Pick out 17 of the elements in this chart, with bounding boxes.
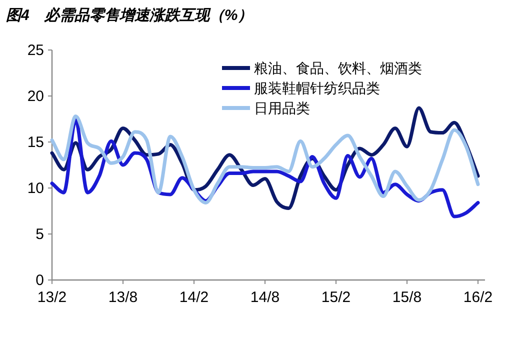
legend-label: 粮油、食品、饮料、烟酒类 — [254, 60, 422, 76]
x-tick-label: 13/2 — [37, 289, 67, 306]
y-tick-label: 20 — [27, 88, 44, 105]
x-tick-label: 14/8 — [250, 289, 280, 306]
legend-label: 服装鞋帽针纺织品类 — [254, 80, 380, 96]
y-tick-label: 10 — [27, 180, 44, 197]
x-tick-label: 15/8 — [392, 289, 422, 306]
y-tick-label: 5 — [36, 226, 44, 243]
x-tick-label: 15/2 — [321, 289, 351, 306]
y-tick-label: 25 — [27, 42, 44, 59]
x-tick-label: 16/2 — [463, 289, 493, 306]
y-tick-label: 0 — [36, 272, 44, 289]
x-tick-label: 13/8 — [108, 289, 138, 306]
x-tick-label: 14/2 — [179, 289, 209, 306]
chart-title: 图4 必需品零售增速涨跌互现（%） — [6, 7, 253, 24]
legend-label: 日用品类 — [254, 100, 310, 116]
y-tick-label: 15 — [27, 134, 44, 151]
